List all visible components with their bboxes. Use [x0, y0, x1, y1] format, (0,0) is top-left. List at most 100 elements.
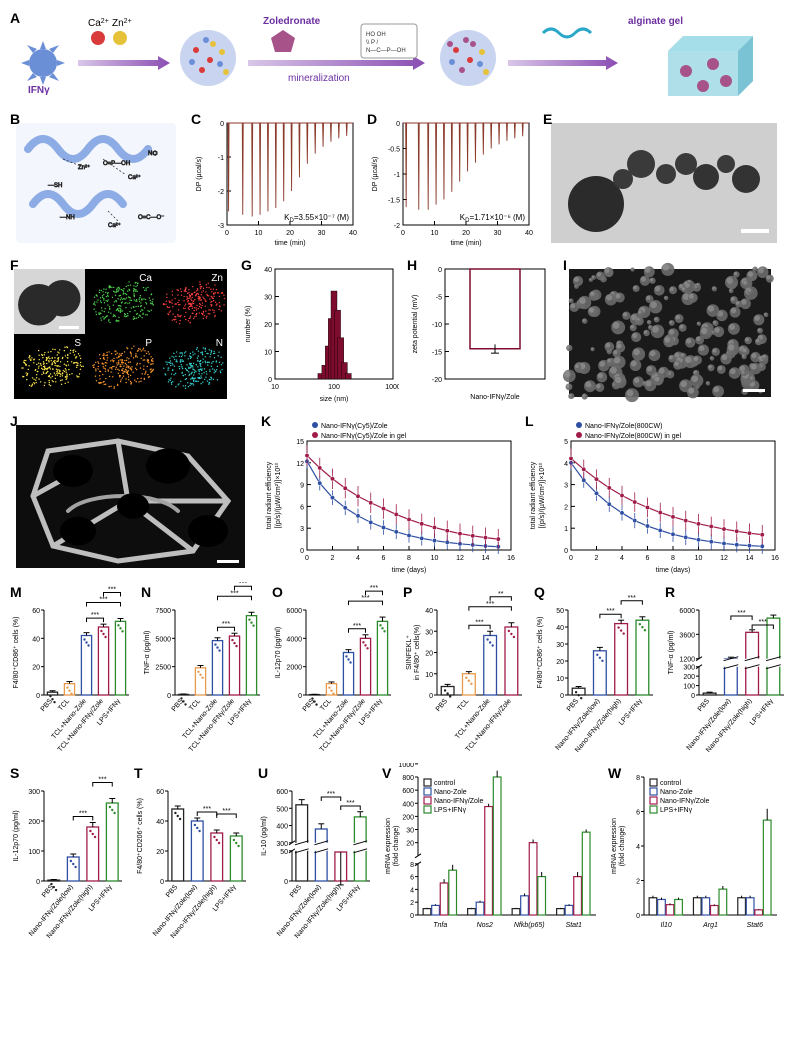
svg-text:40: 40 — [349, 230, 357, 237]
svg-text:30: 30 — [425, 629, 433, 636]
svg-text:IL-10 (pg/ml): IL-10 (pg/ml) — [261, 816, 268, 856]
svg-text:40: 40 — [264, 267, 272, 274]
svg-text:***: *** — [486, 601, 494, 608]
svg-text:0: 0 — [410, 913, 414, 920]
svg-text:**: ** — [498, 591, 504, 598]
svg-text:PBS: PBS — [165, 884, 180, 899]
svg-text:4: 4 — [620, 555, 624, 562]
svg-text:TNF-α (pg/ml): TNF-α (pg/ml) — [144, 631, 151, 675]
svg-text:20: 20 — [32, 665, 40, 672]
svg-text:mRNA expression: mRNA expression — [385, 818, 392, 874]
svg-text:5000: 5000 — [155, 636, 171, 643]
svg-text:8: 8 — [636, 775, 640, 782]
svg-text:0: 0 — [284, 879, 288, 886]
svg-text:30: 30 — [556, 642, 564, 649]
svg-text:0: 0 — [268, 377, 272, 384]
svg-text:10: 10 — [271, 384, 279, 391]
svg-text:***: *** — [230, 590, 238, 597]
svg-text:15: 15 — [296, 439, 304, 446]
svg-text:10: 10 — [431, 230, 439, 237]
svg-text:20: 20 — [462, 230, 470, 237]
panel-Q: Q01020304050PBSNano-IFNγ/Zole(low)Nano-I… — [532, 582, 657, 757]
svg-text:TCL: TCL — [57, 698, 71, 713]
svg-text:Stat6: Stat6 — [747, 922, 763, 929]
svg-text:[(p/s)/(µW/cm²)]×10¹⁰: [(p/s)/(µW/cm²)]×10¹⁰ — [538, 462, 546, 528]
svg-text:PBS: PBS — [435, 698, 450, 713]
svg-text:1000: 1000 — [398, 763, 414, 769]
svg-text:PBS: PBS — [171, 698, 186, 713]
svg-text:4: 4 — [356, 555, 360, 562]
svg-text:-1.5: -1.5 — [388, 198, 400, 205]
svg-text:400: 400 — [402, 801, 414, 808]
svg-text:***: *** — [346, 800, 354, 807]
svg-text:0: 0 — [298, 693, 302, 700]
svg-text:9: 9 — [300, 483, 304, 490]
svg-text:0: 0 — [569, 555, 573, 562]
svg-text:8: 8 — [671, 555, 675, 562]
svg-text:Tnfa: Tnfa — [433, 922, 447, 929]
svg-text:—NH: —NH — [60, 215, 75, 221]
svg-text:4: 4 — [636, 844, 640, 851]
svg-text:7500: 7500 — [155, 608, 171, 615]
svg-text:20: 20 — [406, 841, 414, 848]
panel-O: O0200040006000PBSTCLTCL+Nano-ZoleTCL+Nan… — [270, 582, 395, 757]
svg-text:2: 2 — [595, 555, 599, 562]
svg-text:0: 0 — [564, 548, 568, 555]
svg-text:-0.5: -0.5 — [388, 147, 400, 154]
svg-text:Il10: Il10 — [661, 922, 672, 929]
svg-text:PBS: PBS — [41, 884, 56, 899]
svg-text:-10: -10 — [432, 322, 442, 329]
panel-A: A IFNγ Ca2+ Zn2+ Zoledronate mineralizat… — [8, 8, 779, 103]
panel-J: J — [8, 411, 253, 576]
svg-text:2000: 2000 — [286, 665, 302, 672]
panel-U: U050300400500600PBSNano-IFNγ/Zole(low)Na… — [256, 763, 374, 943]
svg-text:Ca²⁺: Ca²⁺ — [128, 174, 141, 181]
svg-text:-1: -1 — [394, 172, 400, 179]
svg-text:Ca²⁺: Ca²⁺ — [108, 222, 121, 229]
svg-text:Nano-IFNγ(Cy5)/Zole: Nano-IFNγ(Cy5)/Zole — [321, 423, 388, 430]
svg-text:Zn2+: Zn2+ — [112, 18, 132, 29]
svg-text:***: *** — [99, 597, 107, 604]
svg-text:mineralization: mineralization — [288, 73, 350, 84]
svg-text:LPS+IFNγ: LPS+IFNγ — [660, 807, 693, 814]
svg-text:\\ P /: \\ P / — [366, 40, 379, 46]
svg-text:time (days): time (days) — [656, 567, 691, 574]
svg-text:60: 60 — [32, 608, 40, 615]
panel-N: N0250050007500PBSTCLTCL+Nano-ZoleTCL+Nan… — [139, 582, 264, 757]
svg-text:PBS: PBS — [566, 698, 581, 713]
svg-text:F4/80⁺CD86⁺ cells (%): F4/80⁺CD86⁺ cells (%) — [537, 617, 544, 689]
panel-H: H-20-15-10-50Nano-IFNγ/Zolezeta potentia… — [405, 255, 555, 405]
svg-text:10: 10 — [425, 672, 433, 679]
svg-text:Nano-IFNγ/Zole(800CW) in gel: Nano-IFNγ/Zole(800CW) in gel — [585, 433, 682, 440]
svg-text:50: 50 — [556, 608, 564, 615]
svg-text:600: 600 — [402, 788, 414, 795]
panel-R: R0100200300120036006000PBSNano-IFNγ/Zole… — [663, 582, 787, 757]
svg-text:S: S — [74, 338, 81, 349]
svg-text:***: *** — [98, 777, 106, 784]
svg-text:0: 0 — [36, 879, 40, 886]
svg-text:0: 0 — [396, 121, 400, 128]
svg-text:2500: 2500 — [155, 665, 171, 672]
svg-text:F4/80⁺CD86⁺ cells (%): F4/80⁺CD86⁺ cells (%) — [13, 617, 20, 689]
svg-text:***: *** — [239, 582, 247, 587]
svg-text:N⌬: N⌬ — [148, 150, 158, 157]
svg-text:(fold change): (fold change) — [393, 826, 400, 867]
svg-text:***: *** — [222, 621, 230, 628]
svg-text:10: 10 — [255, 230, 263, 237]
svg-text:0: 0 — [429, 693, 433, 700]
svg-text:1200: 1200 — [679, 657, 695, 664]
svg-text:***: *** — [606, 608, 614, 615]
svg-text:-5: -5 — [436, 295, 442, 302]
svg-text:Nano-IFNγ/Zole: Nano-IFNγ/Zole — [470, 394, 520, 401]
svg-text:0: 0 — [305, 555, 309, 562]
svg-text:4000: 4000 — [286, 636, 302, 643]
panel-W: W02468Il10Arg1Stat6controlNano-ZoleNano-… — [606, 763, 781, 943]
svg-text:time (days): time (days) — [392, 567, 427, 574]
svg-text:mRNA expression: mRNA expression — [611, 818, 618, 874]
panel-D: D 010203040-2-1.5-1-0.50time (min)DP (µc… — [365, 109, 535, 249]
svg-text:Nano-IFNγ/Zole: Nano-IFNγ/Zole — [434, 798, 484, 805]
svg-text:10: 10 — [695, 555, 703, 562]
svg-text:TCL: TCL — [457, 698, 471, 713]
svg-text:DP (µcal/s): DP (µcal/s) — [372, 157, 379, 192]
svg-text:1: 1 — [564, 526, 568, 533]
